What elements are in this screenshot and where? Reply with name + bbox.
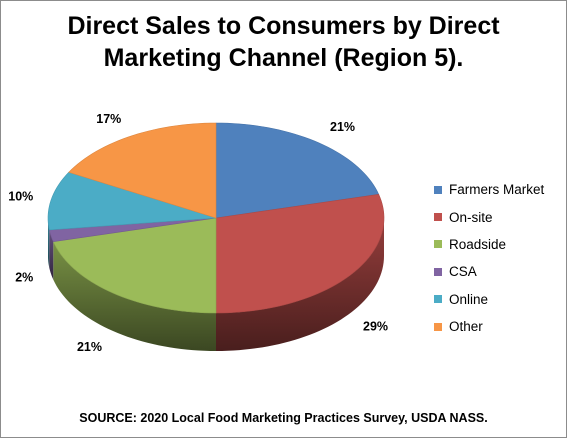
pie-slice-roadside [52,217,217,314]
pie-slice-other [68,122,217,219]
pie-side-online [48,218,50,268]
pie-side-csa [49,229,54,280]
pie-slice-farmers-market [215,122,380,219]
pie-slice-on-site [215,194,385,314]
legend-item-online: Online [434,286,544,313]
data-label-roadside: 21% [77,340,102,354]
legend-label-other: Other [449,319,483,335]
data-label-other: 17% [96,112,121,126]
data-label-online: 10% [8,190,33,204]
legend-label-roadside: Roadside [449,236,507,252]
chart-title-line-1: Direct Sales to Consumers by Direct [67,12,500,40]
legend-swatch-roadside [434,240,442,249]
data-label-farmers-market: 21% [330,120,355,134]
legend-swatch-other [434,322,442,331]
pie-side-roadside [53,241,216,351]
legend-item-on-site: On-site [434,203,544,230]
legend-swatch-on-site [434,213,442,222]
legend-item-roadside: Roadside [434,231,544,258]
legend-swatch-farmers-market [434,185,442,194]
legend-item-other: Other [434,313,544,340]
legend-swatch-online [434,295,442,304]
data-label-csa: 2% [15,271,33,285]
pie-slice-online [47,171,217,231]
legend-label-csa: CSA [449,264,477,280]
data-label-on-site: 29% [363,320,388,334]
legend-label-on-site: On-site [449,209,493,225]
legend-label-farmers-market: Farmers Market [449,182,545,198]
legend: Farmers Market On-site Roadside CSA Online Ot… [434,176,544,340]
source-note: SOURCE: 2020 Local Food Marketing Practi… [79,411,488,425]
legend-swatch-csa [434,267,442,276]
legend-label-online: Online [449,291,489,307]
legend-item-farmers-market: Farmers Market [434,176,544,203]
chart-title-line-2: Marketing Channel (Region 5). [103,44,464,72]
chart-title: Direct Sales to Consumers by Direct Mark… [0,10,567,74]
pie-side-on-site [216,218,384,351]
pie-slice-csa [48,217,217,242]
legend-item-csa: CSA [434,258,544,285]
